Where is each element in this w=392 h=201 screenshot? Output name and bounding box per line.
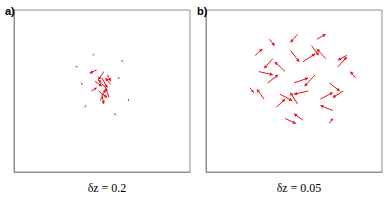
svg-text:b): b) (197, 5, 208, 17)
svg-text:δz = 0.2: δz = 0.2 (88, 181, 127, 195)
svg-text:δz = 0.05: δz = 0.05 (277, 181, 322, 195)
svg-text:a): a) (5, 5, 15, 17)
